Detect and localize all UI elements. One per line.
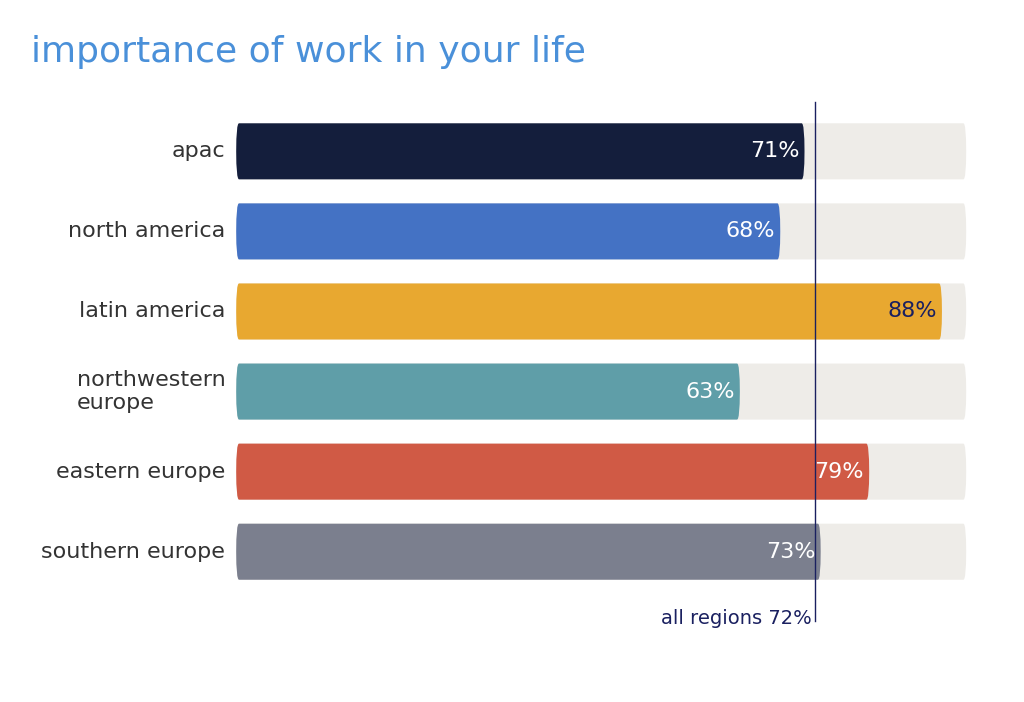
FancyBboxPatch shape xyxy=(237,284,942,340)
FancyBboxPatch shape xyxy=(237,524,820,580)
Text: 68%: 68% xyxy=(726,221,775,241)
Text: 79%: 79% xyxy=(814,462,864,482)
Text: all regions 72%: all regions 72% xyxy=(660,609,811,628)
Text: northwestern
europe: northwestern europe xyxy=(77,370,225,413)
Text: southern europe: southern europe xyxy=(41,542,225,562)
Text: latin america: latin america xyxy=(79,301,225,322)
FancyBboxPatch shape xyxy=(237,364,967,420)
FancyBboxPatch shape xyxy=(237,364,739,420)
FancyBboxPatch shape xyxy=(237,124,805,179)
Text: 71%: 71% xyxy=(750,141,800,161)
FancyBboxPatch shape xyxy=(237,124,967,179)
FancyBboxPatch shape xyxy=(237,444,967,500)
Text: importance of work in your life: importance of work in your life xyxy=(31,35,586,69)
FancyBboxPatch shape xyxy=(237,524,967,580)
FancyBboxPatch shape xyxy=(237,204,967,260)
Text: 63%: 63% xyxy=(685,382,734,402)
Text: north america: north america xyxy=(68,221,225,241)
Text: apac: apac xyxy=(172,141,225,161)
FancyBboxPatch shape xyxy=(237,284,967,340)
FancyBboxPatch shape xyxy=(237,204,780,260)
Text: 73%: 73% xyxy=(766,542,815,562)
Text: 88%: 88% xyxy=(887,301,937,322)
Text: eastern europe: eastern europe xyxy=(56,462,225,482)
FancyBboxPatch shape xyxy=(237,444,869,500)
